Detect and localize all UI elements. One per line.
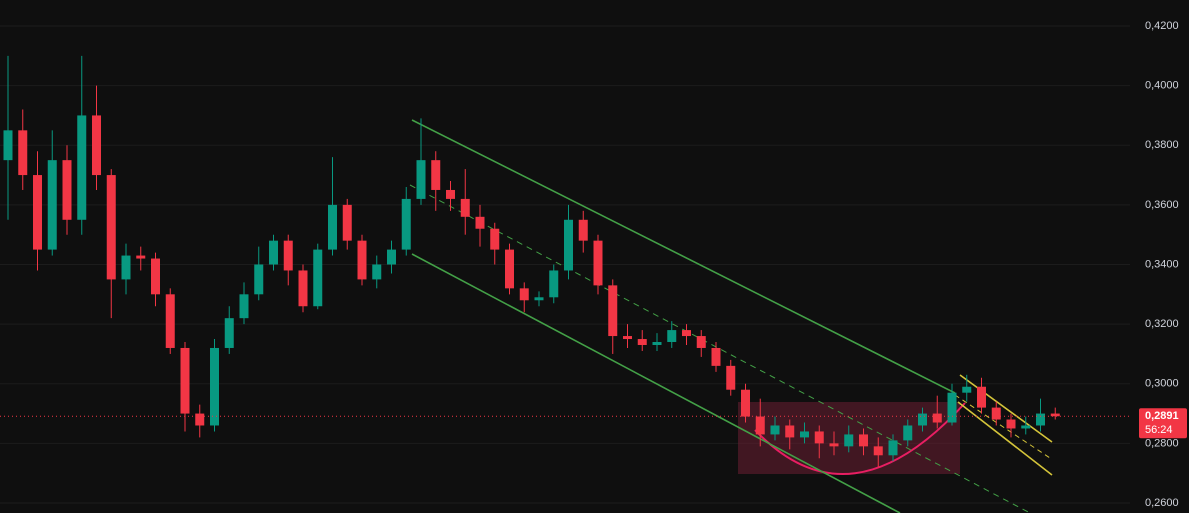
candle-body <box>92 115 101 176</box>
y-tick-label: 0,3800 <box>1145 139 1179 151</box>
channel-upper <box>411 119 956 394</box>
candle-body <box>342 204 352 241</box>
candle-body <box>254 264 264 295</box>
candle-body <box>637 339 647 345</box>
candle-body <box>106 175 116 280</box>
candle-body <box>224 318 234 348</box>
candle-body <box>401 198 411 250</box>
candle-body <box>903 425 913 441</box>
candle-body <box>519 288 529 301</box>
candle-body <box>623 336 632 340</box>
candle-body <box>490 228 500 250</box>
flag-mid <box>954 394 1051 459</box>
candle-body <box>136 255 146 259</box>
candle-body <box>269 240 278 265</box>
candle-body <box>328 204 337 250</box>
y-tick-label: 0,4000 <box>1145 80 1179 92</box>
candle-body <box>1021 425 1031 429</box>
candle-body <box>3 130 13 161</box>
candle-body <box>962 386 972 393</box>
candle-body <box>1006 419 1016 429</box>
candle-body <box>1050 413 1060 417</box>
last-price-label: 0,2891 <box>1145 410 1179 422</box>
candle-body <box>33 175 42 250</box>
y-tick-label: 0,3600 <box>1145 199 1179 211</box>
channel-mid <box>409 184 1031 513</box>
candles <box>0 55 1130 468</box>
candle-body <box>460 198 470 217</box>
candle-body <box>829 443 839 447</box>
candle-body <box>549 270 559 298</box>
candle-body <box>608 285 618 337</box>
candle-body <box>578 219 588 241</box>
candle-body <box>844 434 854 447</box>
candle-body <box>416 160 426 199</box>
candle-body <box>180 347 190 414</box>
y-tick-label: 0,3400 <box>1145 258 1179 270</box>
candle-body <box>47 160 57 250</box>
candle-body <box>726 365 736 390</box>
candle-body <box>387 249 396 265</box>
flag-lower <box>957 401 1053 476</box>
flag-upper <box>959 374 1053 443</box>
candle-body <box>283 240 293 271</box>
candle-body <box>195 413 205 426</box>
candle-body <box>814 431 824 444</box>
candle-body <box>932 413 942 423</box>
candle-body <box>446 189 455 199</box>
candle-body <box>505 249 514 289</box>
candle-body <box>696 336 706 348</box>
cup-curve <box>754 402 966 475</box>
candle-body <box>210 347 219 426</box>
y-tick-label: 0,3200 <box>1145 318 1179 330</box>
candle-body <box>431 160 441 190</box>
candle-body <box>770 425 780 435</box>
candle-body <box>918 413 927 426</box>
candle-body <box>313 249 323 307</box>
channel-lower <box>411 253 901 513</box>
countdown: 56:24 <box>1145 424 1173 436</box>
price-axis: 0,2600 0,2800 0,3000 0,3200 0,3400 0,3600 0,38… <box>1139 20 1187 509</box>
candle-body <box>682 330 691 337</box>
candle-body <box>372 264 382 280</box>
candle-body <box>888 440 898 456</box>
candle-body <box>977 386 986 408</box>
candle-body <box>991 407 1001 420</box>
y-tick-label: 0,3000 <box>1145 378 1179 390</box>
candle-body <box>475 216 485 229</box>
last-price-badge <box>1139 408 1187 439</box>
candle-body <box>298 270 308 307</box>
candle-body <box>800 431 809 438</box>
candle-body <box>947 392 957 423</box>
candle-body <box>785 425 795 438</box>
candle-body <box>755 416 765 435</box>
candle-body <box>859 434 868 447</box>
y-tick-label: 0,2800 <box>1145 437 1179 449</box>
candle-body <box>18 130 28 176</box>
y-tick-label: 0,4200 <box>1145 20 1179 32</box>
candle-body <box>62 160 72 220</box>
candle-body <box>711 347 721 366</box>
candle-body <box>151 258 160 295</box>
candle-body <box>593 240 603 286</box>
candle-body <box>667 330 677 343</box>
candle-body <box>77 115 87 220</box>
candle-body <box>357 240 367 280</box>
y-tick-label: 0,2600 <box>1145 497 1179 509</box>
candle-body <box>1036 413 1045 426</box>
candle-body <box>873 446 883 456</box>
candle-body <box>239 294 249 319</box>
candle-body <box>741 389 750 417</box>
candle-body <box>534 297 544 301</box>
candle-body <box>564 219 573 271</box>
candle-body <box>165 294 175 348</box>
candle-body <box>121 255 131 280</box>
candle-body <box>652 342 662 345</box>
